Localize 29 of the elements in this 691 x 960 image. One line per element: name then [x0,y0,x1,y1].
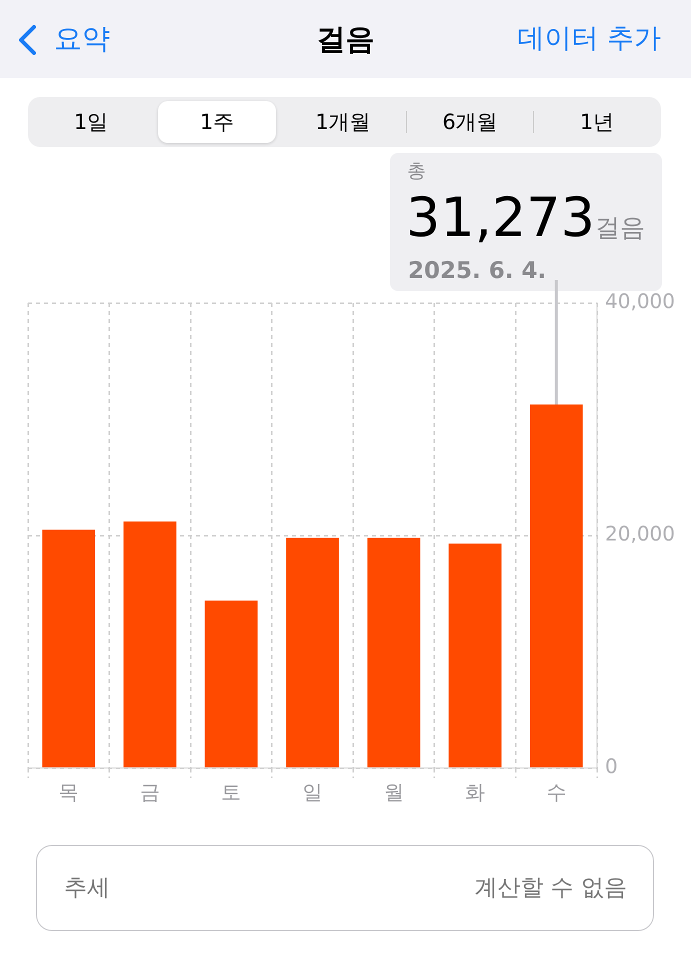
text: 총 [407,159,426,184]
y-tick-label: 40,000 [605,289,676,314]
text: 2025. 6. 4. [408,258,546,284]
text: 1주 [198,109,236,136]
x-tick-label: 토 [221,780,242,804]
text: 1년 [578,109,616,136]
text: 1개월 [314,109,372,136]
text: 계산할 수 없음 [474,874,627,903]
y-tick-label: 0 [605,754,618,778]
bar [530,404,583,768]
bar [367,538,420,768]
bar [286,538,339,768]
x-tick-label: 목 [58,780,79,804]
x-tick-label: 수 [546,780,566,804]
text: 추세 [64,874,110,903]
bar [124,522,176,768]
bar [204,600,258,768]
x-tick-label: 금 [140,780,160,804]
text: 요약 [54,21,110,57]
bar [42,530,96,768]
text: 6개월 [441,109,499,136]
x-tick-label: 일 [302,780,323,804]
chart-title: 걸음 [316,22,374,56]
text: 1일 [72,109,110,136]
bar [448,544,502,768]
x-tick-label: 화 [465,780,486,804]
y-tick-label: 20,000 [605,522,676,546]
text: 데이터 추가 [517,22,661,56]
x-tick-label: 월 [384,780,404,804]
